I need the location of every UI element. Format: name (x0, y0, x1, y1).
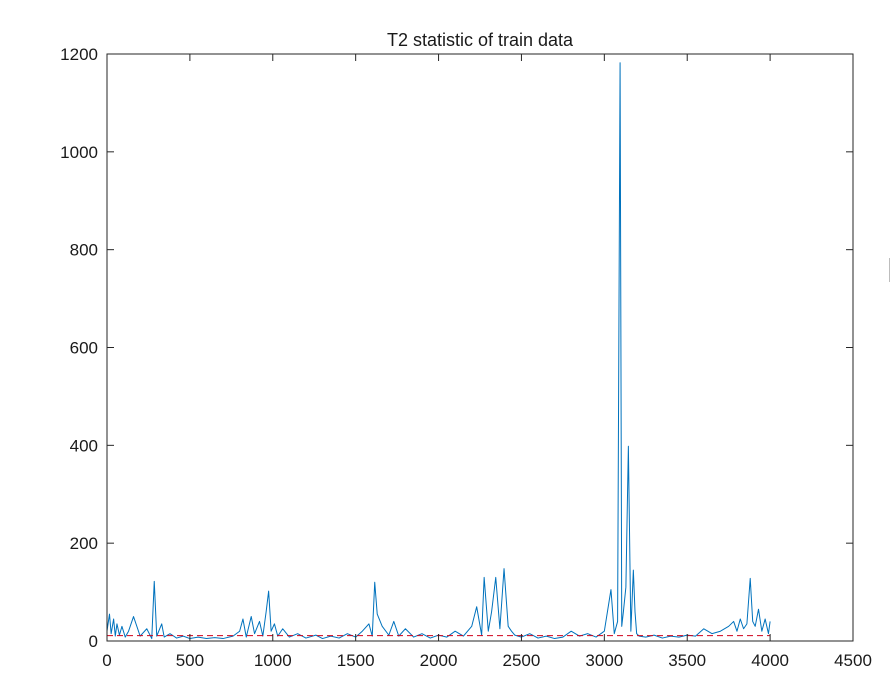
x-tick-label: 1000 (254, 651, 292, 670)
y-tick-label: 1000 (60, 143, 98, 162)
plot-area (107, 54, 853, 641)
y-tick-label: 0 (89, 632, 98, 651)
x-tick-label: 4000 (751, 651, 789, 670)
x-tick-label: 2000 (420, 651, 458, 670)
x-tick-label: 3000 (585, 651, 623, 670)
window-edge-mark (889, 258, 894, 282)
x-tick-label: 500 (176, 651, 204, 670)
x-tick-label: 1500 (337, 651, 375, 670)
x-tick-label: 4500 (834, 651, 872, 670)
y-tick-label: 800 (70, 241, 98, 260)
x-tick-label: 3500 (668, 651, 706, 670)
x-tick-label: 0 (102, 651, 111, 670)
y-tick-label: 600 (70, 339, 98, 358)
x-axis: 0 500 1000 1500 2000 2500 3000 3500 4000 4500 (102, 54, 872, 670)
y-tick-label: 200 (70, 534, 98, 553)
y-axis: 0 200 400 600 800 1000 1200 (60, 45, 853, 651)
chart-title: T2 statistic of train data (387, 30, 574, 50)
y-tick-label: 400 (70, 436, 98, 455)
y-tick-label: 1200 (60, 45, 98, 64)
x-tick-label: 2500 (503, 651, 541, 670)
